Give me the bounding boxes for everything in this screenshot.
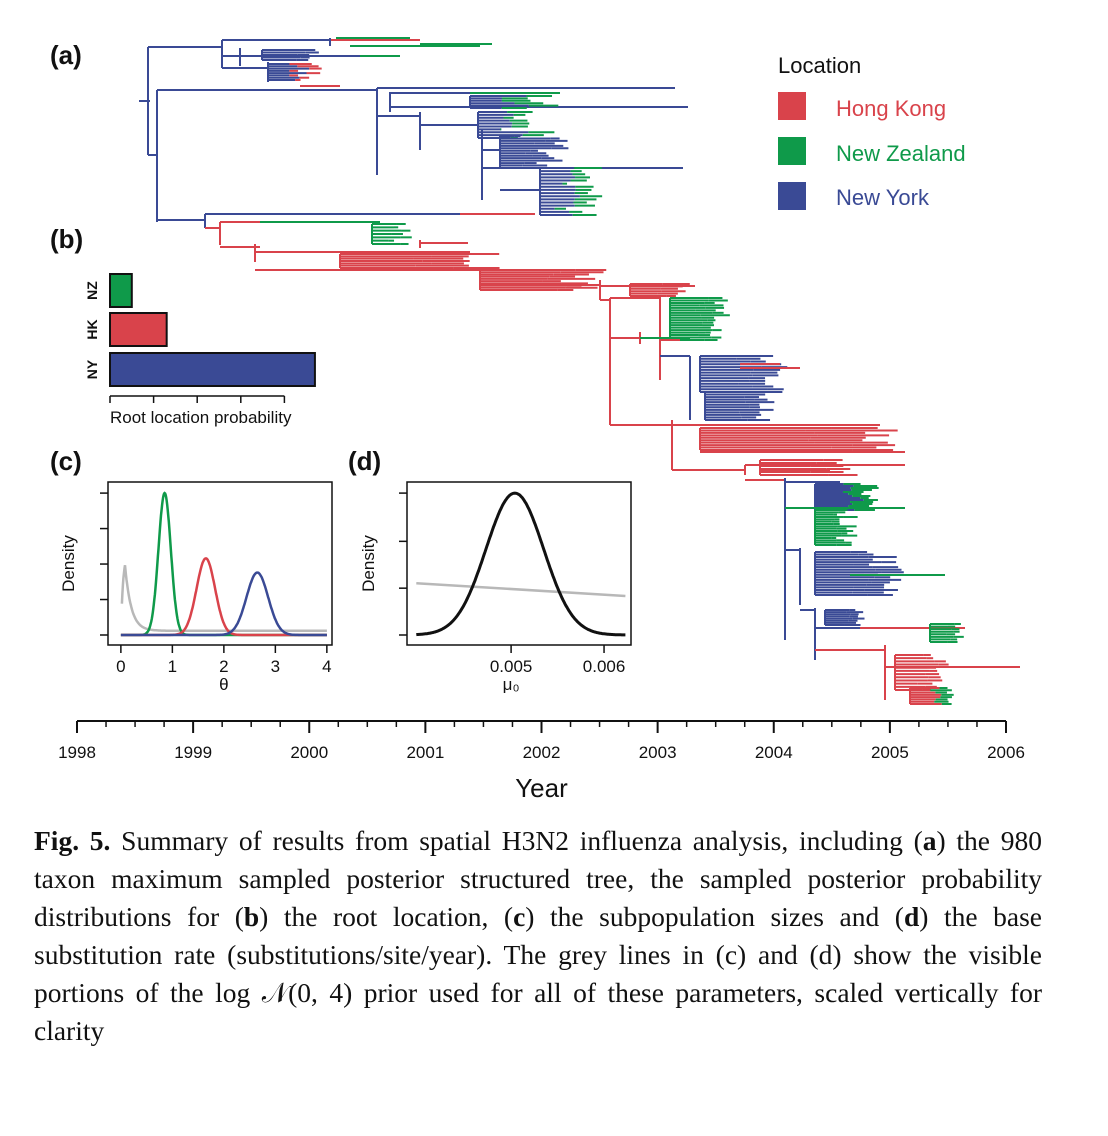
year-tick-label: 2003 [639, 743, 677, 762]
c-density-new-york [120, 571, 327, 637]
bar-nz [109, 273, 133, 308]
b-x-axis-title: Root location probability [110, 408, 292, 427]
c-prior-curve [120, 565, 327, 632]
legend-label-hong-kong: Hong Kong [836, 96, 946, 121]
figure-caption: Fig. 5. Summary of results from spatial … [34, 822, 1042, 1050]
c-x-tick-label: 2 [219, 657, 228, 676]
d-y-axis-title: Density [359, 535, 378, 592]
caption-segment: ) the base substitution rate (substituti… [34, 901, 1042, 1008]
legend-label-new-york: New York [836, 185, 930, 210]
year-tick-label: 1998 [58, 743, 96, 762]
legend-swatch-new-york [778, 182, 806, 210]
bar-hk [109, 312, 168, 347]
year-tick-label: 2000 [290, 743, 328, 762]
year-axis-title: Year [515, 773, 568, 803]
c-x-tick-label: 3 [271, 657, 280, 676]
panel-label-c: (c) [50, 446, 82, 476]
year-tick-label: 2004 [755, 743, 793, 762]
panel-label-b: (b) [50, 224, 83, 254]
caption-segment: ) the subpopulation sizes and ( [525, 901, 904, 932]
d-x-tick-label: 0.005 [490, 657, 533, 676]
year-tick-label: 2006 [987, 743, 1025, 762]
substitution-rate-density-plot: 0.005 0.006 μ₀ Density [359, 481, 632, 694]
d-density-posterior [416, 491, 626, 637]
legend-swatch-new-zealand [778, 137, 806, 165]
bar-label-hk: HK [84, 319, 100, 339]
legend: Location Hong Kong New Zealand New York [778, 53, 966, 210]
d-x-axis-title: μ₀ [503, 675, 520, 694]
bar-label-nz: NZ [84, 281, 100, 300]
d-x-tick-label: 0.006 [583, 657, 626, 676]
bar-label-ny: NY [84, 359, 100, 379]
caption-segment: d [903, 901, 920, 932]
c-plot-frame [107, 481, 333, 646]
caption-segment: c [513, 901, 526, 932]
phylogenetic-tree [139, 37, 1020, 705]
d-prior-curve [416, 581, 626, 598]
legend-label-new-zealand: New Zealand [836, 141, 966, 166]
c-x-tick-label: 0 [116, 657, 125, 676]
legend-title: Location [778, 53, 861, 78]
caption-segment: b [243, 901, 260, 932]
c-y-axis-title: Density [59, 535, 78, 592]
caption-segment: ) the 980 taxon maximum sampled posterio… [34, 825, 1042, 932]
caption-fig-label: Fig. 5. [34, 825, 111, 856]
subpopulation-size-density-plot: 0 1 2 3 4 θ Density [59, 481, 333, 694]
c-x-tick-label: 1 [168, 657, 177, 676]
c-x-tick-label: 4 [322, 657, 331, 676]
year-tick-label: 2005 [871, 743, 909, 762]
c-density-new-zealand [120, 491, 327, 637]
caption-segment: Summary of results from spatial H3N2 inf… [110, 825, 923, 856]
d-plot-frame [406, 481, 632, 646]
caption-segment: ) the root location, ( [259, 901, 514, 932]
c-x-axis-title: θ [219, 675, 228, 694]
legend-swatch-hong-kong [778, 92, 806, 120]
caption-segment: 𝒩 [261, 977, 289, 1008]
bar-ny [109, 352, 316, 387]
year-tick-label: 1999 [174, 743, 212, 762]
root-location-bar-chart: NZ HK NY Root location probability [84, 273, 316, 427]
year-tick-label: 2002 [523, 743, 561, 762]
panel-label-d: (d) [348, 446, 381, 476]
caption-segment: a [922, 825, 937, 856]
year-axis: 1998 1999 2000 2001 2002 2003 2004 2005 2006 Year [58, 720, 1025, 803]
figure: (a) (b) (c) (d) Location Hong Kong New Z… [50, 37, 1025, 803]
panel-label-a: (a) [50, 40, 82, 70]
caption-segment: (0, 4) prior used for all of these param… [34, 977, 1042, 1046]
year-tick-label: 2001 [406, 743, 444, 762]
